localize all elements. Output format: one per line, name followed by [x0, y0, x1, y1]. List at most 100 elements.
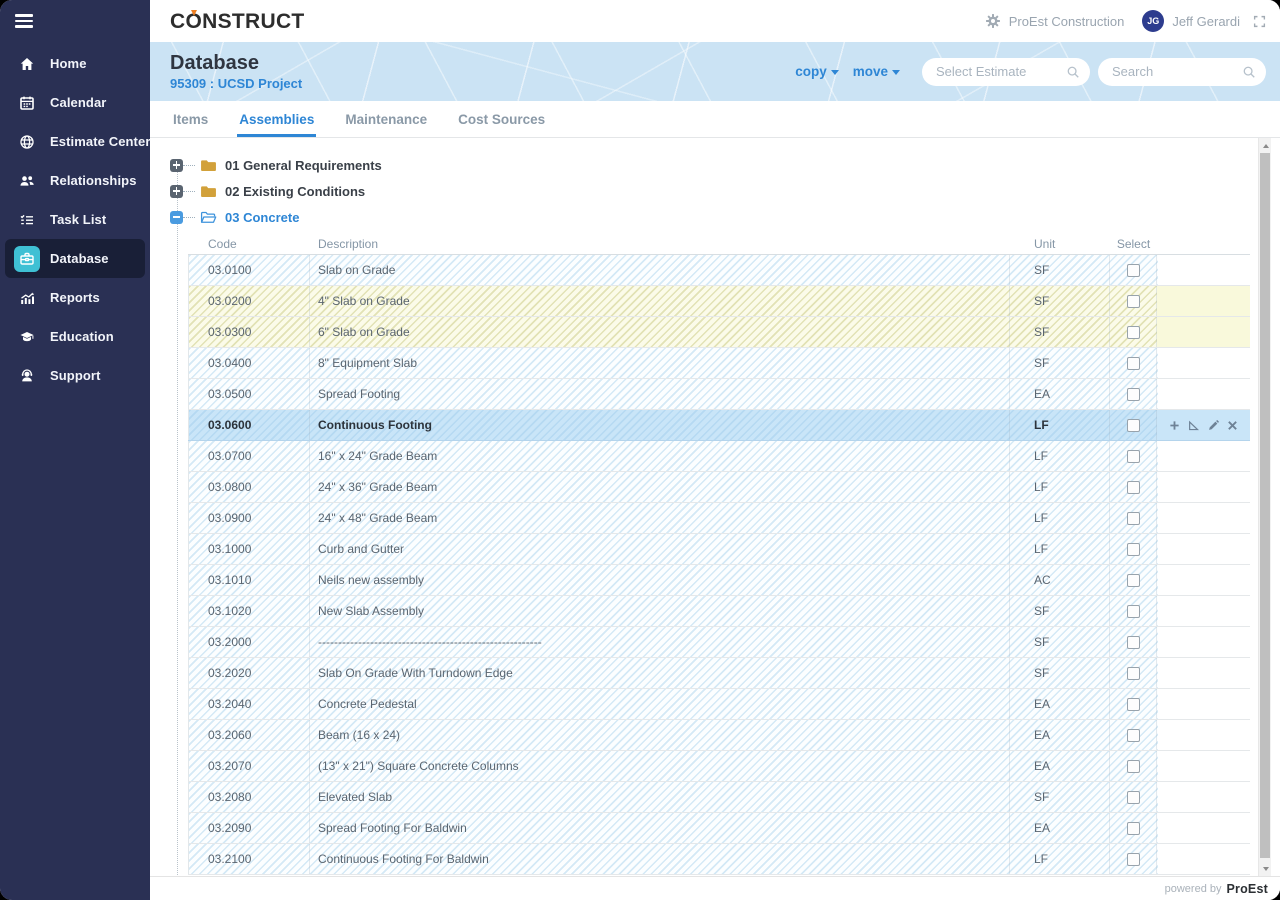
- edit-icon[interactable]: [1207, 419, 1220, 432]
- gear-icon[interactable]: [985, 13, 1001, 29]
- row-checkbox[interactable]: [1126, 356, 1140, 370]
- table-row[interactable]: 03.0900 24" x 48" Grade Beam LF: [188, 503, 1250, 534]
- row-checkbox[interactable]: [1126, 697, 1140, 711]
- row-checkbox[interactable]: [1126, 387, 1140, 401]
- sidebar-item-education[interactable]: Education: [5, 317, 145, 356]
- row-checkbox[interactable]: [1126, 573, 1140, 587]
- sidebar-item-estimate-center[interactable]: Estimate Center: [5, 122, 150, 161]
- table-row[interactable]: 03.2080 Elevated Slab SF: [188, 782, 1250, 813]
- row-checkbox[interactable]: [1126, 449, 1140, 463]
- row-checkbox[interactable]: [1126, 759, 1140, 773]
- cell-unit: EA: [1010, 379, 1110, 409]
- table-row[interactable]: 03.0100 Slab on Grade SF: [188, 255, 1250, 286]
- vertical-scrollbar[interactable]: [1258, 138, 1271, 876]
- table-row[interactable]: 03.1000 Curb and Gutter LF: [188, 534, 1250, 565]
- table-row[interactable]: 03.2060 Beam (16 x 24) EA: [188, 720, 1250, 751]
- fullscreen-icon[interactable]: [1253, 15, 1266, 28]
- cell-actions: [1157, 441, 1250, 471]
- table-row[interactable]: 03.0500 Spread Footing EA: [188, 379, 1250, 410]
- sidebar-item-home[interactable]: Home: [5, 44, 145, 83]
- tab-cost-sources[interactable]: Cost Sources: [458, 111, 546, 127]
- measure-icon[interactable]: [1187, 419, 1200, 432]
- row-checkbox[interactable]: [1126, 325, 1140, 339]
- row-checkbox[interactable]: [1126, 852, 1140, 866]
- menu-icon[interactable]: [15, 14, 33, 31]
- table-row[interactable]: 03.2070 (13" x 21") Square Concrete Colu…: [188, 751, 1250, 782]
- cell-code: 03.2000: [188, 627, 310, 657]
- row-checkbox[interactable]: [1126, 480, 1140, 494]
- select-estimate-input[interactable]: [922, 57, 1090, 86]
- cell-description: 24" x 48" Grade Beam: [310, 503, 1010, 533]
- topbar: CONSTRUCT ProEst Construction JG Jeff Ge…: [150, 0, 1280, 42]
- table-row[interactable]: 03.0400 8" Equipment Slab SF: [188, 348, 1250, 379]
- row-checkbox[interactable]: [1126, 635, 1140, 649]
- page-title: Database: [170, 52, 259, 74]
- tab-bar: Items Assemblies Maintenance Cost Source…: [150, 101, 1280, 138]
- row-checkbox[interactable]: [1126, 511, 1140, 525]
- expand-toggle-icon[interactable]: [170, 184, 183, 198]
- table-row[interactable]: 03.0700 16" x 24" Grade Beam LF: [188, 441, 1250, 472]
- cell-actions: [1157, 472, 1250, 502]
- sidebar-item-task-list[interactable]: Task List: [5, 200, 145, 239]
- search-input[interactable]: [1098, 57, 1266, 86]
- table-row[interactable]: 03.2000 --------------------------------…: [188, 627, 1250, 658]
- tab-assemblies[interactable]: Assemblies: [237, 101, 317, 137]
- scroll-up-icon[interactable]: [1259, 139, 1272, 152]
- table-row[interactable]: 03.2100 Continuous Footing For Baldwin L…: [188, 844, 1250, 875]
- tree-node-label[interactable]: 01 General Requirements: [225, 157, 382, 173]
- scroll-down-icon[interactable]: [1259, 862, 1272, 875]
- cell-description: 24" x 36" Grade Beam: [310, 472, 1010, 502]
- row-checkbox[interactable]: [1126, 542, 1140, 556]
- delete-icon[interactable]: [1226, 419, 1239, 432]
- tab-maintenance[interactable]: Maintenance: [345, 111, 428, 127]
- table-row[interactable]: 03.0800 24" x 36" Grade Beam LF: [188, 472, 1250, 503]
- cell-unit: EA: [1010, 689, 1110, 719]
- cell-code: 03.2060: [188, 720, 310, 750]
- expand-toggle-icon[interactable]: [170, 210, 183, 224]
- table-row[interactable]: 03.2020 Slab On Grade With Turndown Edge…: [188, 658, 1250, 689]
- table-header: Code Description Unit Select: [188, 233, 1250, 255]
- avatar[interactable]: JG: [1142, 10, 1165, 32]
- row-checkbox[interactable]: [1126, 666, 1140, 680]
- sidebar-item-support[interactable]: Support: [5, 356, 145, 395]
- page-titles: Database 95309 : UCSD Project: [170, 52, 302, 91]
- sidebar-item-database[interactable]: Database: [5, 239, 145, 278]
- table-row[interactable]: 03.0200 4" Slab on Grade SF: [188, 286, 1250, 317]
- sidebar-item-calendar[interactable]: Calendar: [5, 83, 145, 122]
- tab-items[interactable]: Items: [173, 111, 209, 127]
- topbar-right: ProEst Construction JG Jeff Gerardi: [985, 10, 1266, 32]
- move-dropdown[interactable]: move: [853, 64, 900, 79]
- row-checkbox[interactable]: [1126, 294, 1140, 308]
- sidebar-item-relationships[interactable]: Relationships: [5, 161, 145, 200]
- table-row[interactable]: 03.1010 Neils new assembly AC: [188, 565, 1250, 596]
- cell-description: Concrete Pedestal: [310, 689, 1010, 719]
- row-checkbox[interactable]: [1126, 604, 1140, 618]
- row-checkbox[interactable]: [1126, 418, 1140, 432]
- table-row[interactable]: 03.0300 6" Slab on Grade SF: [188, 317, 1250, 348]
- table-row[interactable]: 03.1020 New Slab Assembly SF: [188, 596, 1250, 627]
- cell-select: [1110, 565, 1157, 595]
- cell-code: 03.1020: [188, 596, 310, 626]
- cell-select: [1110, 286, 1157, 316]
- sidebar: Home Calendar Estimate Center Relationsh…: [0, 0, 150, 900]
- row-checkbox[interactable]: [1126, 790, 1140, 804]
- breadcrumb: 95309 : UCSD Project: [170, 76, 303, 91]
- row-checkbox[interactable]: [1126, 263, 1140, 277]
- scrollbar-thumb[interactable]: [1260, 153, 1270, 858]
- cell-select: [1110, 658, 1157, 688]
- sidebar-item-reports[interactable]: Reports: [5, 278, 145, 317]
- table-row[interactable]: 03.2090 Spread Footing For Baldwin EA: [188, 813, 1250, 844]
- add-icon[interactable]: [1168, 419, 1181, 432]
- table-row[interactable]: 03.0600 Continuous Footing LF: [188, 410, 1250, 441]
- copy-dropdown[interactable]: copy: [795, 64, 839, 79]
- education-icon: [14, 324, 40, 350]
- row-checkbox[interactable]: [1126, 821, 1140, 835]
- cell-description: Curb and Gutter: [310, 534, 1010, 564]
- table-row[interactable]: 03.2040 Concrete Pedestal EA: [188, 689, 1250, 720]
- cell-actions: [1157, 410, 1250, 440]
- row-checkbox[interactable]: [1126, 728, 1140, 742]
- tree-node-label[interactable]: 03 Concrete: [225, 209, 300, 225]
- expand-toggle-icon[interactable]: [170, 158, 183, 172]
- assemblies-table: Code Description Unit Select 03.0100 Sla…: [188, 233, 1250, 875]
- tree-node-label[interactable]: 02 Existing Conditions: [225, 183, 366, 199]
